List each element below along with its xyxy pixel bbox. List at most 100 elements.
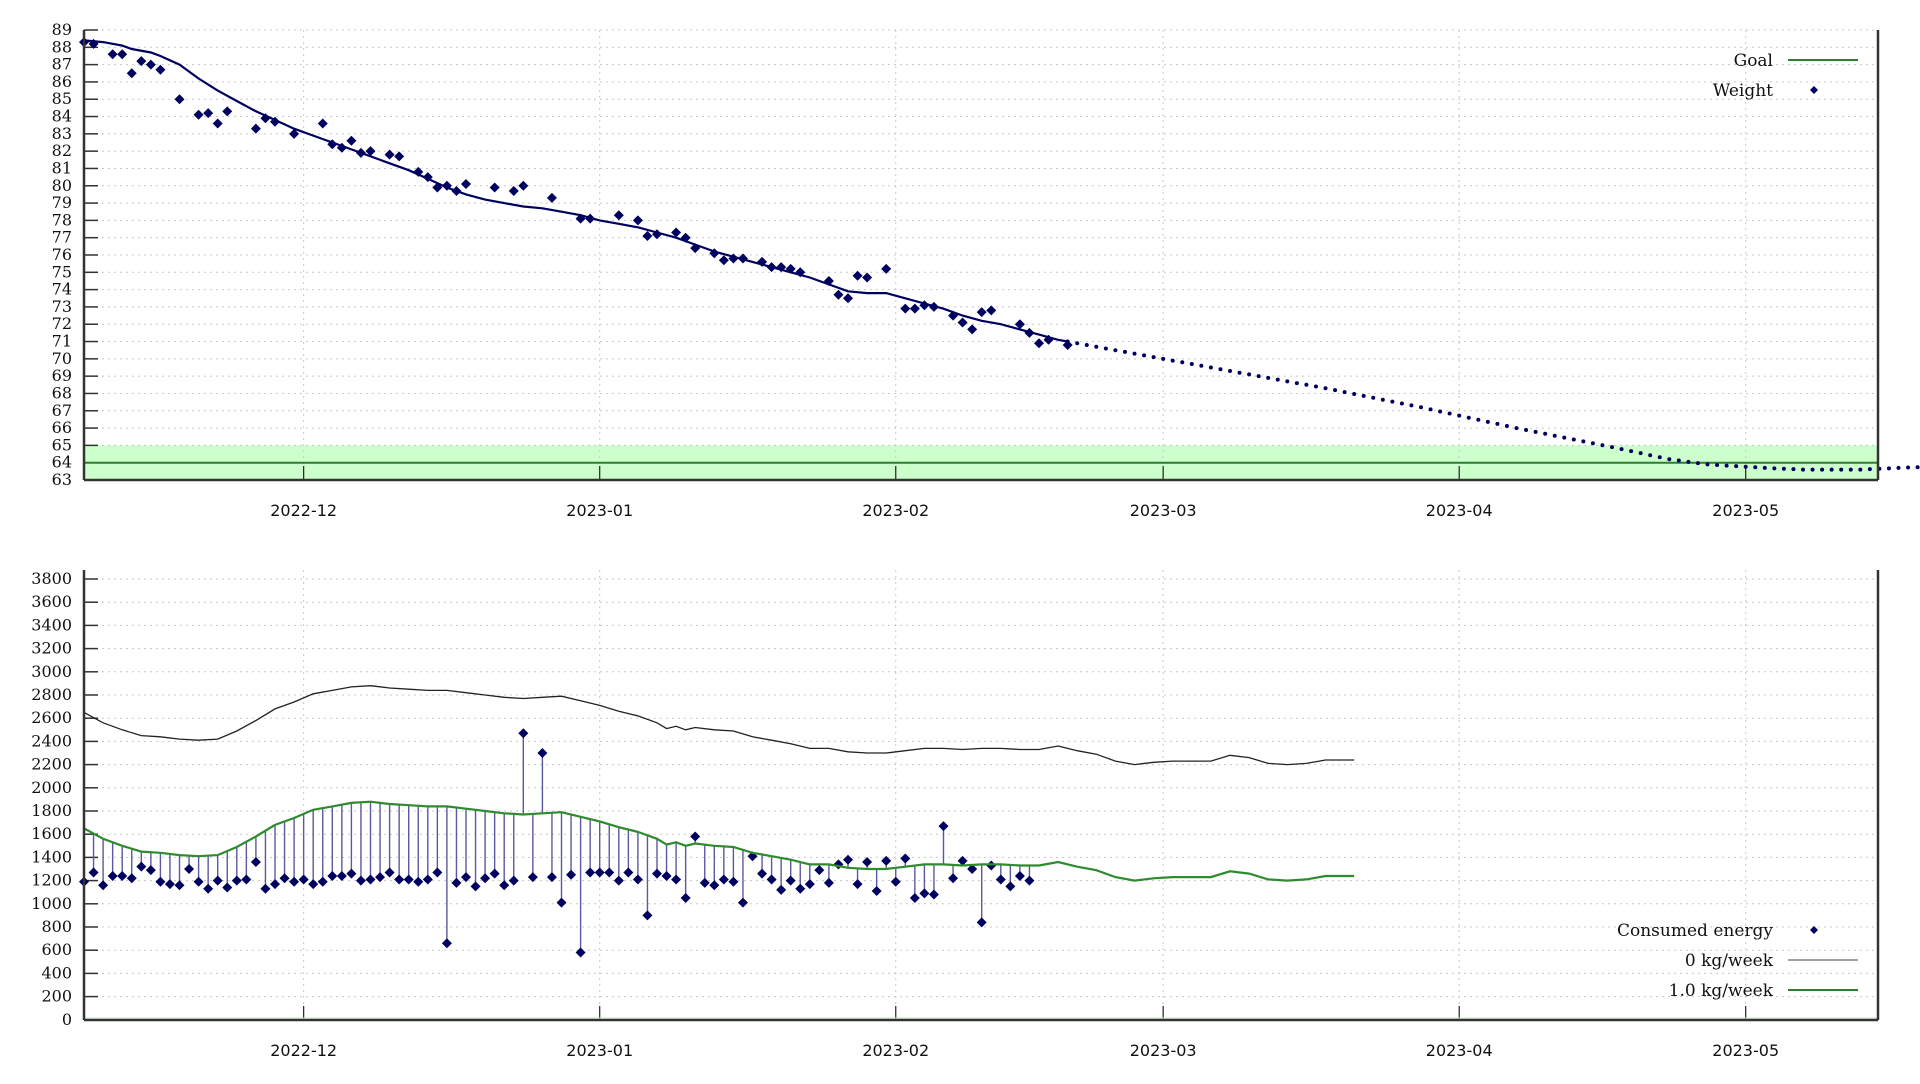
y-tick-label: 70	[52, 349, 72, 368]
energy-point	[451, 877, 462, 888]
energy-point	[871, 886, 882, 897]
energy-point	[757, 868, 768, 879]
weight-point	[909, 303, 920, 314]
energy-point	[193, 876, 204, 887]
energy-point	[117, 870, 128, 881]
y-tick-label: 800	[41, 917, 72, 936]
energy-point	[384, 867, 395, 878]
weight-point	[174, 94, 185, 105]
projection-dot	[1762, 465, 1767, 470]
projection-dot	[1858, 467, 1863, 472]
weight-point	[900, 303, 911, 314]
projection-dot	[1848, 467, 1853, 472]
energy-point	[461, 872, 471, 883]
projection-dot	[1447, 411, 1452, 416]
y-tick-label: 64	[52, 453, 72, 472]
weight-point	[957, 317, 968, 328]
weight-point	[461, 179, 471, 190]
projection-dot	[1886, 466, 1891, 471]
weight-point	[489, 182, 500, 193]
energy-point	[98, 880, 109, 891]
projection-dot	[1734, 464, 1739, 469]
projection-dot	[1237, 370, 1242, 375]
energy-point	[231, 875, 242, 886]
weight-point	[384, 149, 395, 160]
weight-point	[967, 324, 978, 335]
projection-dot	[1686, 459, 1691, 464]
energy-point	[308, 879, 319, 890]
y-tick-label: 75	[52, 262, 72, 281]
legend-label-weight: Weight	[1713, 81, 1773, 101]
maintenance-line	[83, 685, 1355, 766]
energy-point	[642, 910, 653, 921]
projection-dot	[1810, 467, 1815, 472]
projection-dot	[1667, 457, 1672, 462]
energy-point	[938, 821, 949, 832]
projection-dot	[1457, 413, 1462, 418]
energy-point	[814, 865, 825, 876]
weight-point	[117, 49, 128, 60]
y-tick-label: 89	[52, 20, 72, 39]
projection-dot	[1562, 435, 1567, 440]
energy-point	[470, 881, 481, 892]
weight-point	[546, 192, 557, 203]
energy-point	[222, 882, 233, 893]
energy-point	[537, 748, 548, 758]
weight-point	[203, 108, 214, 119]
weight-point	[718, 255, 729, 266]
y-tick-label: 72	[52, 314, 72, 333]
projection-dot	[1199, 363, 1204, 368]
energy-point	[432, 867, 443, 878]
energy-point	[413, 876, 424, 887]
weight-point	[289, 128, 300, 139]
projection-dot	[1695, 461, 1700, 466]
energy-point	[336, 870, 347, 881]
energy-point	[250, 857, 261, 868]
legend-label-goal: Goal	[1734, 51, 1773, 71]
projection-dot	[1275, 377, 1280, 382]
projection-dot	[1075, 341, 1080, 346]
energy-point	[661, 870, 672, 881]
energy-point	[948, 873, 959, 884]
energy-point	[566, 869, 577, 880]
y-tick-label: 3600	[31, 592, 72, 611]
energy-point	[394, 874, 405, 885]
projection-dot	[1610, 445, 1614, 450]
energy-point	[289, 876, 300, 887]
energy-point	[995, 874, 1006, 885]
energy-point	[518, 728, 529, 739]
x-tick-label: 2023-02	[862, 501, 929, 520]
legend-diamond-weight-icon	[1810, 86, 1818, 94]
y-tick-label: 68	[52, 383, 72, 402]
y-tick-label: 85	[52, 89, 72, 108]
y-tick-label: 2400	[31, 731, 72, 750]
y-tick-label: 74	[52, 280, 72, 299]
weight-point	[136, 56, 147, 67]
projection-dot	[1285, 379, 1290, 384]
energy-point	[184, 864, 195, 874]
weight-chart: 6364656667686970717273747576777879808182…	[52, 20, 1920, 520]
projection-dot	[1915, 465, 1920, 470]
y-tick-label: 87	[52, 55, 72, 74]
projection-dot	[1743, 464, 1748, 469]
projection-dot	[1208, 365, 1213, 370]
weight-chart-legend: Goal Weight	[1713, 51, 1858, 101]
weight-point	[508, 185, 519, 196]
x-tick-label: 2023-01	[566, 1041, 633, 1060]
projection-dot	[1514, 426, 1519, 431]
projection-dot	[1820, 467, 1825, 472]
y-tick-label: 88	[52, 37, 72, 56]
projection-dot	[1657, 455, 1662, 460]
energy-point	[422, 874, 433, 885]
energy-point	[728, 876, 739, 887]
y-tick-label: 2200	[31, 755, 72, 774]
x-tick-label: 2023-05	[1712, 501, 1779, 520]
energy-point	[365, 874, 376, 885]
energy-point	[499, 880, 510, 891]
weight-point	[642, 230, 653, 241]
projection-dot	[1590, 441, 1595, 446]
energy-point	[298, 874, 309, 885]
energy-point	[279, 873, 290, 884]
